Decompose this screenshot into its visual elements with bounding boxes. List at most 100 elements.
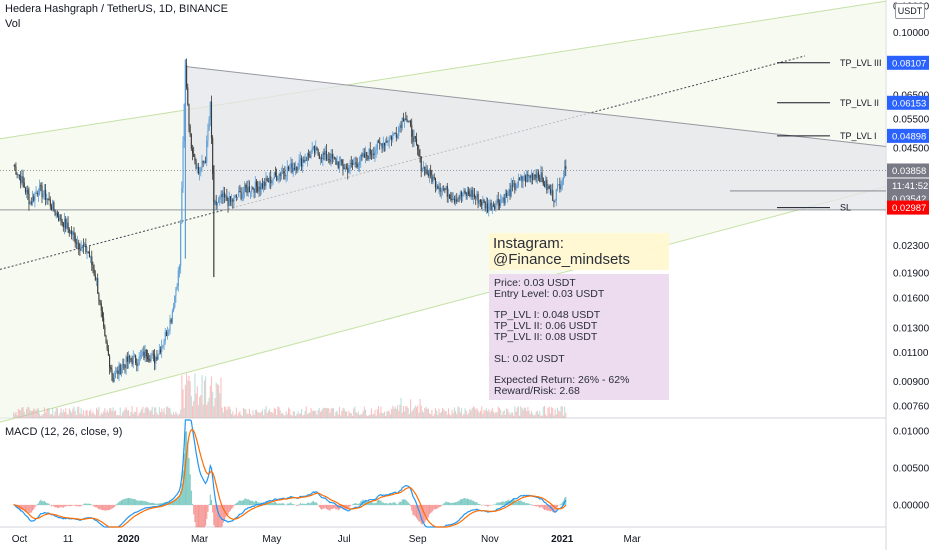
candle-body: [428, 169, 431, 176]
price-tag: [887, 128, 929, 143]
macd-axis[interactable]: 0.01000 0.00500 0.00000: [893, 427, 930, 512]
macd-histogram-bar: [354, 503, 356, 506]
volume-bar: [212, 391, 214, 418]
volume-bar: [118, 415, 120, 418]
candle-body: [541, 172, 543, 179]
volume-bar: [138, 413, 140, 418]
candle-body: [341, 159, 343, 165]
candle-body: [436, 186, 438, 188]
volume-bar: [245, 409, 247, 418]
candle-body: [299, 158, 301, 161]
volume-bar: [158, 407, 160, 418]
volume-bar: [311, 411, 313, 418]
volume-bar: [368, 414, 370, 418]
candle-body: [529, 175, 531, 178]
macd-histogram-bar: [534, 504, 536, 506]
volume-bar: [15, 411, 17, 418]
volume-bar: [366, 415, 368, 418]
volume-bar: [216, 384, 218, 418]
volume-bar: [348, 410, 350, 418]
candle-body: [443, 188, 445, 190]
candle-body: [66, 222, 68, 229]
candle-body: [104, 326, 106, 336]
volume-bar: [492, 411, 495, 418]
macd-histogram-bar: [301, 504, 303, 506]
volume-bar: [13, 412, 15, 418]
macd-histogram-bar: [381, 502, 383, 506]
volume-bar: [388, 411, 390, 418]
macd-histogram-bar: [417, 504, 419, 520]
candle-body: [366, 152, 368, 157]
candle-body: [292, 167, 294, 173]
macd-histogram-bar: [360, 501, 362, 506]
volume-bar: [394, 406, 396, 418]
macd-histogram-bar: [298, 504, 300, 506]
volume-bar: [349, 412, 351, 418]
candle-body: [304, 160, 306, 162]
price-tag-label: 0.06153: [892, 98, 926, 109]
volume-bar: [322, 408, 324, 418]
candle-body: [440, 190, 442, 192]
macd-histogram-bar: [279, 503, 281, 506]
macd-histogram-bar: [193, 504, 195, 515]
triangle-pattern[interactable]: [0, 66, 887, 211]
volume-bar: [425, 406, 427, 418]
volume-bar: [239, 411, 241, 418]
volume-bar: [152, 414, 154, 418]
macd-histogram-bar: [64, 504, 66, 507]
candle-body: [549, 188, 551, 194]
macd-histogram-bar: [506, 500, 508, 506]
macd-histogram-bar: [375, 502, 377, 506]
volume-bar: [476, 408, 478, 418]
candle-body: [460, 192, 463, 197]
macd-histogram-bar: [55, 504, 57, 508]
macd-histogram-bar: [549, 504, 551, 512]
macd-histogram-bar: [432, 504, 434, 511]
volume-bar: [91, 413, 93, 418]
macd-histogram-bar: [226, 504, 228, 516]
volume-bar: [289, 408, 291, 418]
candle-body: [353, 163, 355, 165]
time-axis[interactable]: Oct 11 2020 Mar May Jul Sep Nov 2021 Mar: [12, 534, 642, 545]
volume-bar: [60, 408, 62, 418]
volume-bar: [330, 408, 332, 418]
macd-histogram-bar: [434, 504, 437, 510]
price-tick-label: 0.02300: [893, 241, 930, 252]
volume-bar: [284, 415, 286, 418]
volume-bar: [520, 406, 522, 418]
candle-body: [101, 310, 104, 318]
macd-histogram-bar: [336, 504, 338, 510]
macd-histogram-bar: [190, 490, 192, 506]
volume-bar: [184, 385, 186, 418]
volume-bar: [203, 380, 205, 418]
macd-histogram-bar: [427, 504, 429, 518]
candle-body: [302, 159, 304, 167]
volume-bar: [93, 413, 95, 418]
candle-body: [205, 161, 207, 163]
macd-histogram-bar: [458, 500, 460, 506]
macd-histogram-bar: [562, 500, 564, 506]
candle-body: [69, 230, 72, 234]
candle-body: [410, 121, 412, 126]
volume-bar: [308, 413, 310, 418]
volume-bar: [516, 407, 518, 418]
candle-body: [340, 159, 342, 162]
candle-body: [125, 356, 127, 369]
candle-body: [257, 186, 259, 192]
target-levels[interactable]: TP_LVL III TP_LVL II TP_LVL I SL: [777, 58, 882, 213]
macd-histogram-bar: [471, 500, 473, 506]
volume-bar: [405, 406, 407, 418]
volume-bar: [333, 408, 335, 418]
macd-histogram-bar: [414, 504, 416, 517]
macd-histogram-bar: [113, 504, 115, 508]
candle-body: [396, 136, 399, 138]
currency-badge[interactable]: USDT: [895, 3, 925, 19]
macd-histogram-bar: [116, 504, 118, 506]
level-label: SL: [840, 203, 851, 213]
volume-bar: [61, 412, 63, 418]
macd-histogram-bar: [538, 504, 540, 507]
candle-body: [420, 156, 422, 171]
candle-body: [64, 218, 66, 228]
volume-bar: [314, 411, 316, 418]
